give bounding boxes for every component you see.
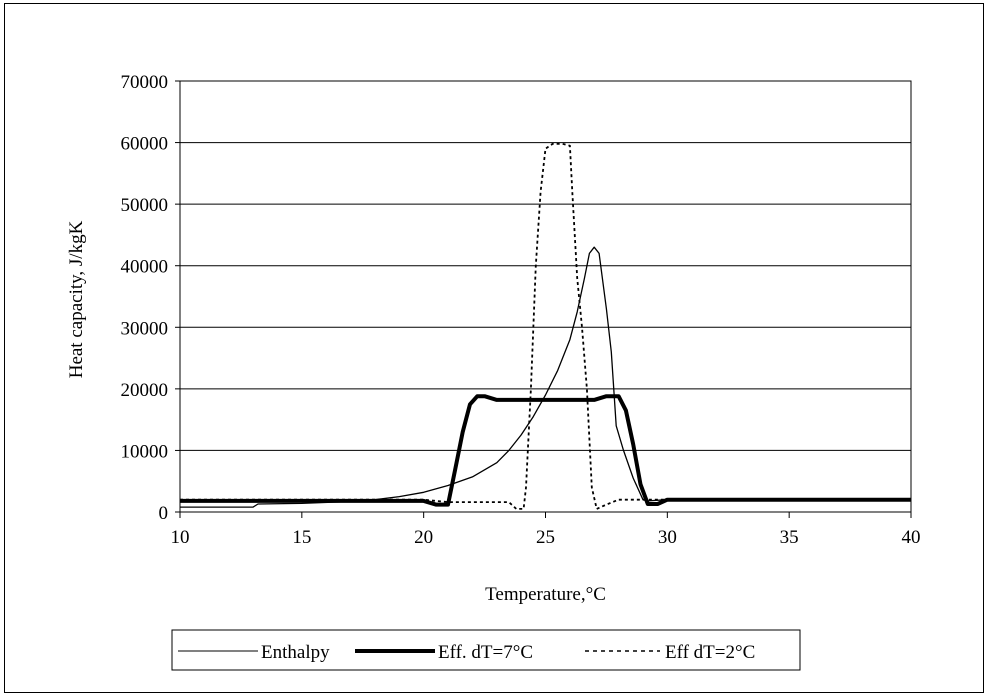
y-tick-label: 0: [159, 503, 169, 524]
chart-frame: 10 15 20 25 30 35 40 0 10000 20000 30000 40000 5000…: [4, 3, 984, 693]
y-tick-label: 70000: [121, 72, 169, 93]
chart: 10 15 20 25 30 35 40 0 10000 20000 30000 40000 5000…: [66, 72, 921, 671]
series-group: [180, 142, 911, 510]
y-tick-label: 30000: [121, 318, 169, 339]
series-line-eff-dt7: [180, 394, 911, 507]
y-tick-label: 50000: [121, 195, 169, 216]
legend-box: [171, 629, 801, 671]
x-tick-label: 30: [658, 527, 677, 548]
x-tick-label: 40: [902, 527, 921, 548]
x-tick-label: 20: [414, 527, 433, 548]
y-tick-label: 40000: [121, 257, 169, 278]
y-tick-label: 60000: [121, 134, 169, 155]
legend-label-eff-dt7: Eff. dT=7°C: [438, 642, 533, 663]
x-tick-label: 15: [292, 527, 311, 548]
x-tick-label: 10: [171, 527, 190, 548]
series-line-eff-dt2: [180, 142, 911, 510]
y-tick-label: 20000: [121, 380, 169, 401]
series-line-enthalpy: [180, 246, 911, 508]
x-axis-title: Temperature,°C: [485, 584, 606, 605]
x-tick-label: 35: [780, 527, 799, 548]
legend-label-eff-dt2: Eff dT=2°C: [665, 642, 755, 663]
y-axis-title: Heat capacity, J/kgK: [66, 220, 87, 378]
legend: Enthalpy Eff. dT=7°C Eff dT=2°C: [171, 629, 801, 671]
y-tick-label: 10000: [121, 441, 169, 462]
legend-label-enthalpy: Enthalpy: [261, 642, 330, 663]
y-tick-labels: 0 10000 20000 30000 40000 50000 60000 70000: [121, 72, 180, 524]
plot-area: [179, 80, 912, 513]
x-tick-label: 25: [536, 527, 555, 548]
x-tick-labels: 10 15 20 25 30 35 40: [171, 512, 921, 548]
